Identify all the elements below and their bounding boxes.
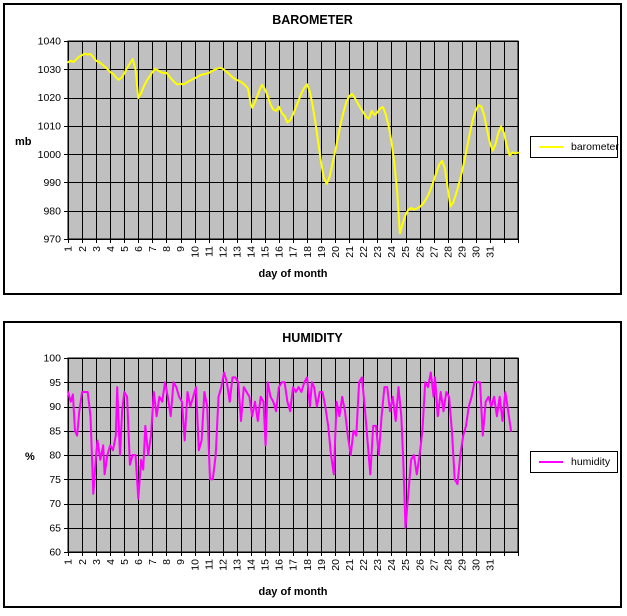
svg-text:29: 29 [456, 246, 468, 258]
svg-text:970: 970 [43, 234, 61, 246]
humidity-chart[interactable]: HUMIDITY 60 65 70 75 80 85 90 95 100 1 2 3 4 5 6 7 8 9 10 1… [3, 321, 622, 608]
svg-text:1010: 1010 [38, 121, 62, 133]
svg-text:1000: 1000 [38, 149, 62, 161]
svg-text:12: 12 [217, 246, 229, 258]
svg-text:17: 17 [288, 246, 300, 258]
x-axis-title: day of month [258, 268, 328, 280]
legend-label: humidity [571, 456, 611, 468]
svg-text:30: 30 [470, 559, 482, 571]
barometer-chart[interactable]: BAROMETER 970 980 990 1000 1010 1020 1030 1040 1… [3, 3, 622, 295]
svg-text:1: 1 [63, 559, 75, 565]
svg-text:90: 90 [49, 401, 61, 413]
svg-text:1: 1 [63, 246, 75, 252]
legend[interactable]: barometer [530, 136, 619, 158]
svg-text:22: 22 [358, 246, 370, 258]
svg-text:20: 20 [330, 559, 342, 571]
svg-text:6: 6 [133, 246, 145, 252]
svg-text:85: 85 [49, 425, 61, 437]
chart-title: BAROMETER [272, 13, 353, 27]
svg-text:1030: 1030 [38, 64, 62, 76]
svg-text:11: 11 [203, 559, 215, 570]
legend-line-sample [539, 461, 563, 463]
svg-text:80: 80 [49, 450, 61, 462]
svg-text:10: 10 [189, 559, 201, 571]
svg-text:5: 5 [119, 246, 131, 252]
svg-text:26: 26 [414, 559, 426, 571]
chart-title: HUMIDITY [282, 331, 343, 345]
humidity-chart-area: HUMIDITY 60 65 70 75 80 85 90 95 100 1 2 3 4 5 6 7 8 9 10 1… [5, 323, 620, 606]
svg-text:8: 8 [161, 559, 173, 565]
svg-text:25: 25 [400, 246, 412, 258]
svg-text:5: 5 [119, 559, 131, 565]
svg-text:7: 7 [147, 246, 159, 252]
svg-text:9: 9 [175, 246, 187, 252]
svg-text:29: 29 [456, 559, 468, 571]
svg-text:14: 14 [245, 559, 257, 571]
svg-text:20: 20 [330, 246, 342, 258]
svg-text:2: 2 [77, 559, 89, 565]
svg-text:19: 19 [316, 559, 328, 571]
svg-text:65: 65 [49, 522, 61, 534]
svg-text:18: 18 [302, 246, 314, 258]
svg-text:31: 31 [485, 246, 497, 258]
svg-text:15: 15 [260, 246, 272, 258]
legend-label: barometer [571, 141, 619, 153]
svg-text:990: 990 [43, 177, 61, 189]
svg-text:11: 11 [203, 246, 215, 257]
svg-text:25: 25 [400, 559, 412, 571]
svg-text:14: 14 [245, 246, 257, 258]
svg-text:10: 10 [189, 246, 201, 258]
barometer-chart-area: BAROMETER 970 980 990 1000 1010 1020 1030 1040 1… [5, 5, 620, 293]
svg-text:30: 30 [470, 246, 482, 258]
svg-text:9: 9 [175, 559, 187, 565]
svg-text:18: 18 [302, 559, 314, 571]
y-axis-title: % [25, 451, 35, 463]
y-axis-title: mb [15, 136, 32, 148]
svg-text:8: 8 [161, 246, 173, 252]
svg-text:17: 17 [288, 559, 300, 571]
svg-text:75: 75 [49, 474, 61, 486]
legend[interactable]: humidity [530, 451, 618, 473]
svg-text:28: 28 [442, 246, 454, 258]
svg-text:95: 95 [49, 377, 61, 389]
svg-text:2: 2 [77, 246, 89, 252]
svg-text:16: 16 [274, 246, 286, 258]
svg-text:70: 70 [49, 498, 61, 510]
svg-text:13: 13 [231, 246, 243, 258]
svg-text:7: 7 [147, 559, 159, 565]
svg-text:60: 60 [49, 547, 61, 559]
svg-text:16: 16 [274, 559, 286, 571]
svg-text:26: 26 [414, 246, 426, 258]
x-axis-title: day of month [258, 586, 328, 598]
svg-text:100: 100 [43, 353, 61, 365]
svg-text:24: 24 [386, 246, 398, 258]
svg-text:1020: 1020 [38, 92, 62, 104]
svg-text:23: 23 [372, 559, 384, 571]
svg-text:21: 21 [344, 246, 356, 258]
svg-text:28: 28 [442, 559, 454, 571]
svg-text:27: 27 [428, 559, 440, 571]
svg-text:6: 6 [133, 559, 145, 565]
svg-text:15: 15 [260, 559, 272, 571]
svg-text:13: 13 [231, 559, 243, 571]
svg-text:31: 31 [485, 559, 497, 571]
legend-line-sample [539, 146, 563, 148]
svg-text:24: 24 [386, 559, 398, 571]
svg-text:4: 4 [105, 246, 117, 252]
svg-text:1040: 1040 [38, 36, 62, 48]
svg-text:21: 21 [344, 559, 356, 571]
svg-text:22: 22 [358, 559, 370, 571]
svg-text:3: 3 [91, 559, 103, 565]
svg-text:27: 27 [428, 246, 440, 258]
svg-text:19: 19 [316, 246, 328, 258]
svg-text:23: 23 [372, 246, 384, 258]
svg-text:3: 3 [91, 246, 103, 252]
svg-text:980: 980 [43, 205, 61, 217]
svg-text:4: 4 [105, 559, 117, 565]
svg-text:12: 12 [217, 559, 229, 571]
